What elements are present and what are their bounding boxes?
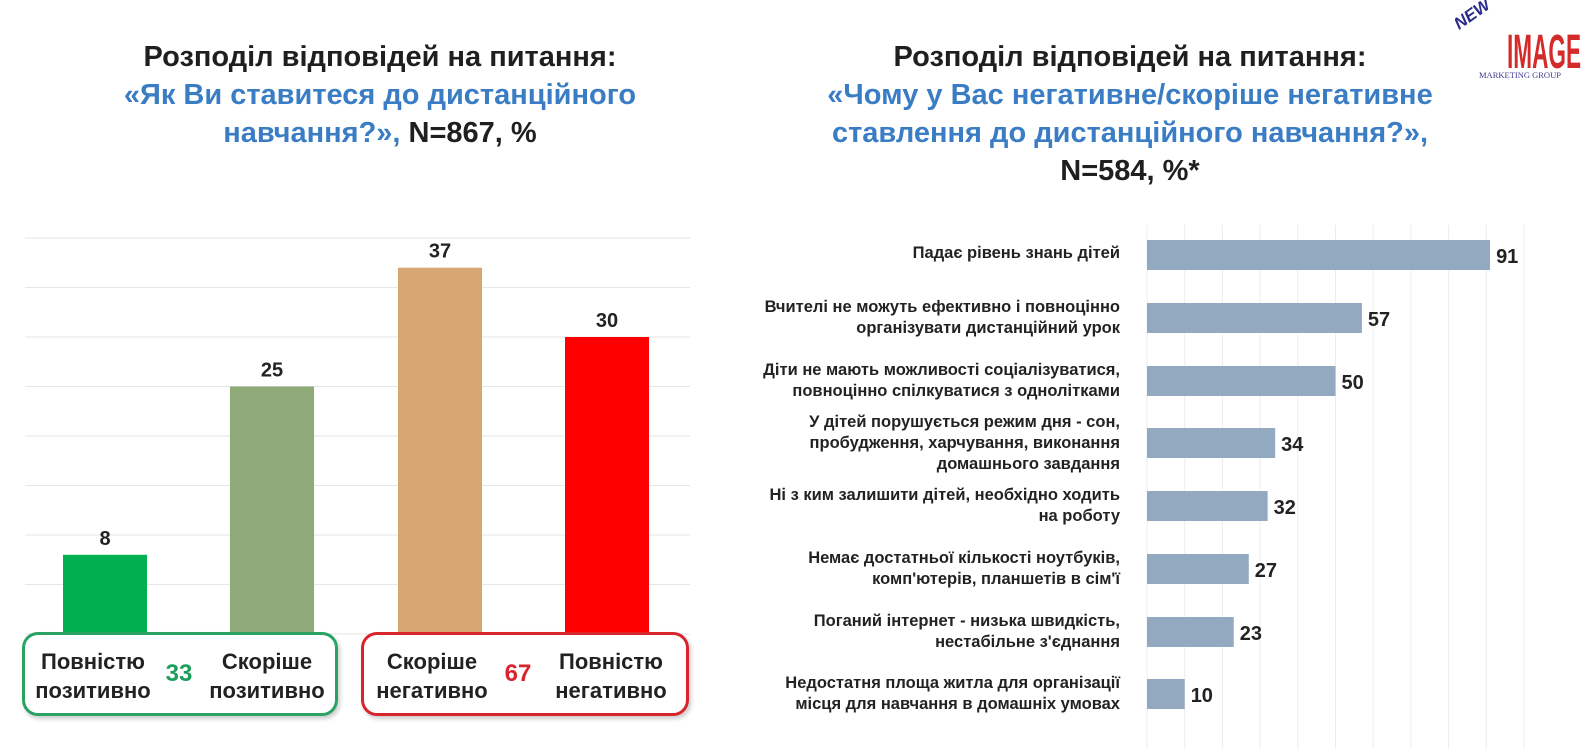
svg-text:IMAGE: IMAGE [1507, 26, 1581, 79]
right-bar-value-label: 91 [1496, 246, 1518, 268]
right-category-label: Падає рівень знань дітей [720, 243, 1120, 264]
negative-total: 67 [504, 660, 532, 687]
category-label-line: на роботу [1038, 507, 1120, 525]
category-label-line: Падає рівень знань дітей [912, 243, 1120, 262]
category-label-line: У дітей порушується режим дня - сон, [809, 412, 1120, 431]
group-label-fully-negative: Повністю негативно [542, 647, 680, 705]
right-category-label: Недостатня площа житла для організації мі… [720, 673, 1120, 715]
right-category-label: Ні з ким залишити дітей, необхідно ходит… [720, 485, 1120, 527]
left-bar-value-label: 25 [261, 360, 283, 382]
category-label-line: Немає достатньої кількості ноутбуків, [808, 549, 1120, 567]
category-label-line: повноцінно спілкуватися з однолітками [792, 382, 1120, 400]
group-label-fully-positive: Повністю позитивно [29, 647, 157, 705]
right-category-label: Вчителі не можуть ефективно і повноцінно… [720, 297, 1120, 339]
left-title-n: N=867, % [408, 117, 537, 149]
right-bar [1147, 679, 1185, 709]
right-title-question: «Чому у Вас негативне/скоріше негативне … [827, 79, 1433, 149]
right-bar-value-label: 23 [1240, 623, 1262, 645]
right-bar-value-label: 32 [1274, 497, 1296, 519]
category-label-line: Вчителі не можуть ефективно і повноцінно [764, 298, 1120, 316]
left-title-question: «Як Ви ставитеся до дистанційного навчан… [123, 79, 637, 149]
left-bar [230, 386, 314, 634]
category-label-line: комп'ютерів, планшетів в сім'ї [872, 570, 1120, 588]
category-label-line: організувати дистанційний урок [856, 319, 1120, 337]
positive-group-box: Повністю позитивно 33 Скоріше позитивно [22, 632, 338, 716]
group-label-rather-positive: Скоріше позитивно [203, 647, 331, 705]
right-bar [1147, 366, 1336, 396]
svg-text:MARKETING GROUP: MARKETING GROUP [1479, 70, 1561, 80]
right-bar-value-label: 57 [1368, 309, 1390, 331]
right-bar-value-label: 50 [1342, 372, 1364, 394]
category-label-line: Недостатня площа житла для організації [785, 674, 1120, 692]
right-bar-value-label: 27 [1255, 560, 1277, 582]
right-category-label: Немає достатньої кількості ноутбуків, ком… [720, 548, 1120, 590]
right-category-label: Поганий інтернет - низька швидкість, нест… [720, 611, 1120, 653]
right-title-line1: Розподіл відповідей на питання: [893, 41, 1367, 73]
left-bar [63, 554, 147, 634]
category-label-line: домашнього завдання [936, 454, 1120, 473]
category-label-line: Ні з ким залишити дітей, необхідно ходит… [769, 486, 1120, 504]
label-line: позитивно [35, 678, 151, 703]
category-label-line: Діти не мають можливості соціалізуватися… [763, 361, 1120, 379]
right-bar [1147, 554, 1249, 584]
new-image-logo: IMAGE NEW MARKETING GROUP [1455, 0, 1581, 80]
category-label-line: пробудження, харчування, виконання [809, 433, 1120, 452]
label-line: Скоріше [221, 649, 313, 674]
label-line: негативно [555, 678, 667, 703]
label-line: позитивно [209, 678, 325, 703]
right-bar-value-label: 34 [1281, 434, 1304, 456]
left-chart-title: Розподіл відповідей на питання: «Як Ви с… [60, 38, 700, 152]
left-bar [565, 337, 649, 634]
right-title-n: N=584, %* [1060, 155, 1200, 187]
group-label-rather-negative: Скоріше негативно [370, 647, 494, 705]
right-category-label: У дітей порушується режим дня - сон, проб… [720, 412, 1120, 475]
category-label-line: нестабільне з'єднання [935, 633, 1120, 651]
label-line: Повністю [41, 649, 145, 674]
right-category-label: Діти не мають можливості соціалізуватися… [720, 360, 1120, 402]
right-chart-title: Розподіл відповідей на питання: «Чому у … [760, 38, 1500, 190]
right-bar [1147, 303, 1362, 333]
left-title-line1: Розподіл відповідей на питання: [143, 41, 617, 73]
label-line: негативно [376, 678, 488, 703]
label-line: Повністю [559, 649, 663, 674]
right-bar-value-label: 10 [1191, 685, 1213, 707]
category-label-line: місця для навчання в домашніх умовах [795, 695, 1120, 713]
category-label-line: Поганий інтернет - низька швидкість, [813, 612, 1120, 630]
negative-group-box: Скоріше негативно 67 Повністю негативно [361, 632, 689, 716]
left-bar-value-label: 30 [596, 310, 618, 332]
positive-total: 33 [165, 660, 193, 687]
right-bar [1147, 240, 1491, 270]
left-bar [398, 267, 482, 634]
left-bar-value-label: 8 [99, 528, 110, 550]
right-bar [1147, 428, 1276, 458]
right-bar [1147, 617, 1234, 647]
left-bar-value-label: 37 [429, 241, 451, 263]
right-bar [1147, 491, 1268, 521]
label-line: Скоріше [386, 649, 478, 674]
